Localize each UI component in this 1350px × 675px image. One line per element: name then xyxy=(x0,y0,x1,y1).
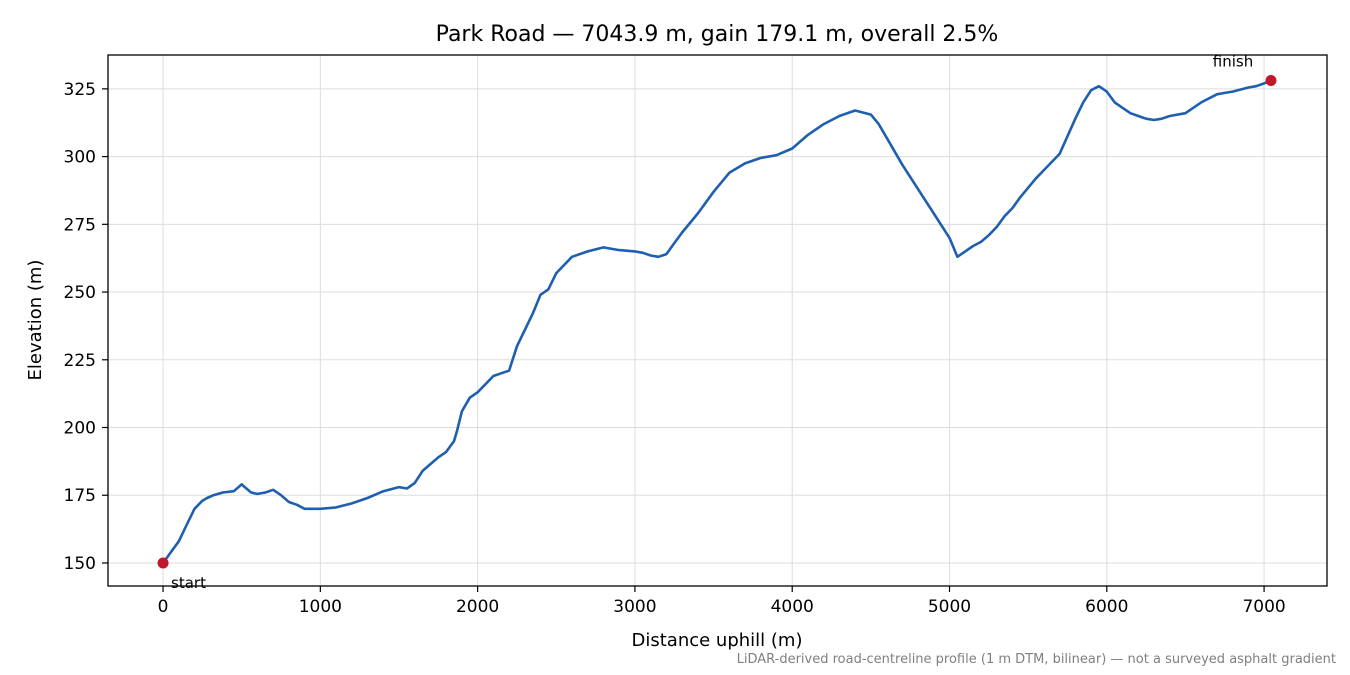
finish-marker xyxy=(1265,74,1277,86)
finish-label: finish xyxy=(1213,52,1253,70)
x-tick-label: 3000 xyxy=(613,597,656,617)
y-tick-label: 300 xyxy=(64,148,96,168)
x-tick-label: 4000 xyxy=(771,597,814,617)
x-tick-label: 0 xyxy=(158,597,169,617)
y-tick-label: 200 xyxy=(64,419,96,439)
axis-ticks: 0 1000 2000 3000 4000 5000 6000 7000 150 175 200 22… xyxy=(64,80,1286,617)
y-tick-label: 250 xyxy=(64,283,96,303)
y-tick-label: 325 xyxy=(64,80,96,100)
elevation-profile-line xyxy=(162,79,1272,564)
x-tick-label: 5000 xyxy=(928,597,971,617)
y-tick-label: 225 xyxy=(64,351,96,371)
start-label: start xyxy=(171,574,206,592)
x-axis-label: Distance uphill (m) xyxy=(632,630,803,651)
x-tick-label: 6000 xyxy=(1085,597,1128,617)
x-tick-label: 7000 xyxy=(1242,597,1285,617)
x-tick-label: 1000 xyxy=(299,597,342,617)
plot-frame xyxy=(107,54,1328,587)
y-tick-label: 150 xyxy=(64,554,96,574)
x-tick-label: 2000 xyxy=(456,597,499,617)
start-marker xyxy=(157,557,169,569)
y-tick-label: 175 xyxy=(64,486,96,506)
data-source-footnote: LiDAR-derived road-centreline profile (1… xyxy=(736,652,1336,667)
y-axis-label: Elevation (m) xyxy=(25,260,46,381)
y-tick-label: 275 xyxy=(64,215,96,235)
grid xyxy=(108,55,1327,586)
chart-title: Park Road — 7043.9 m, gain 179.1 m, over… xyxy=(436,22,999,47)
